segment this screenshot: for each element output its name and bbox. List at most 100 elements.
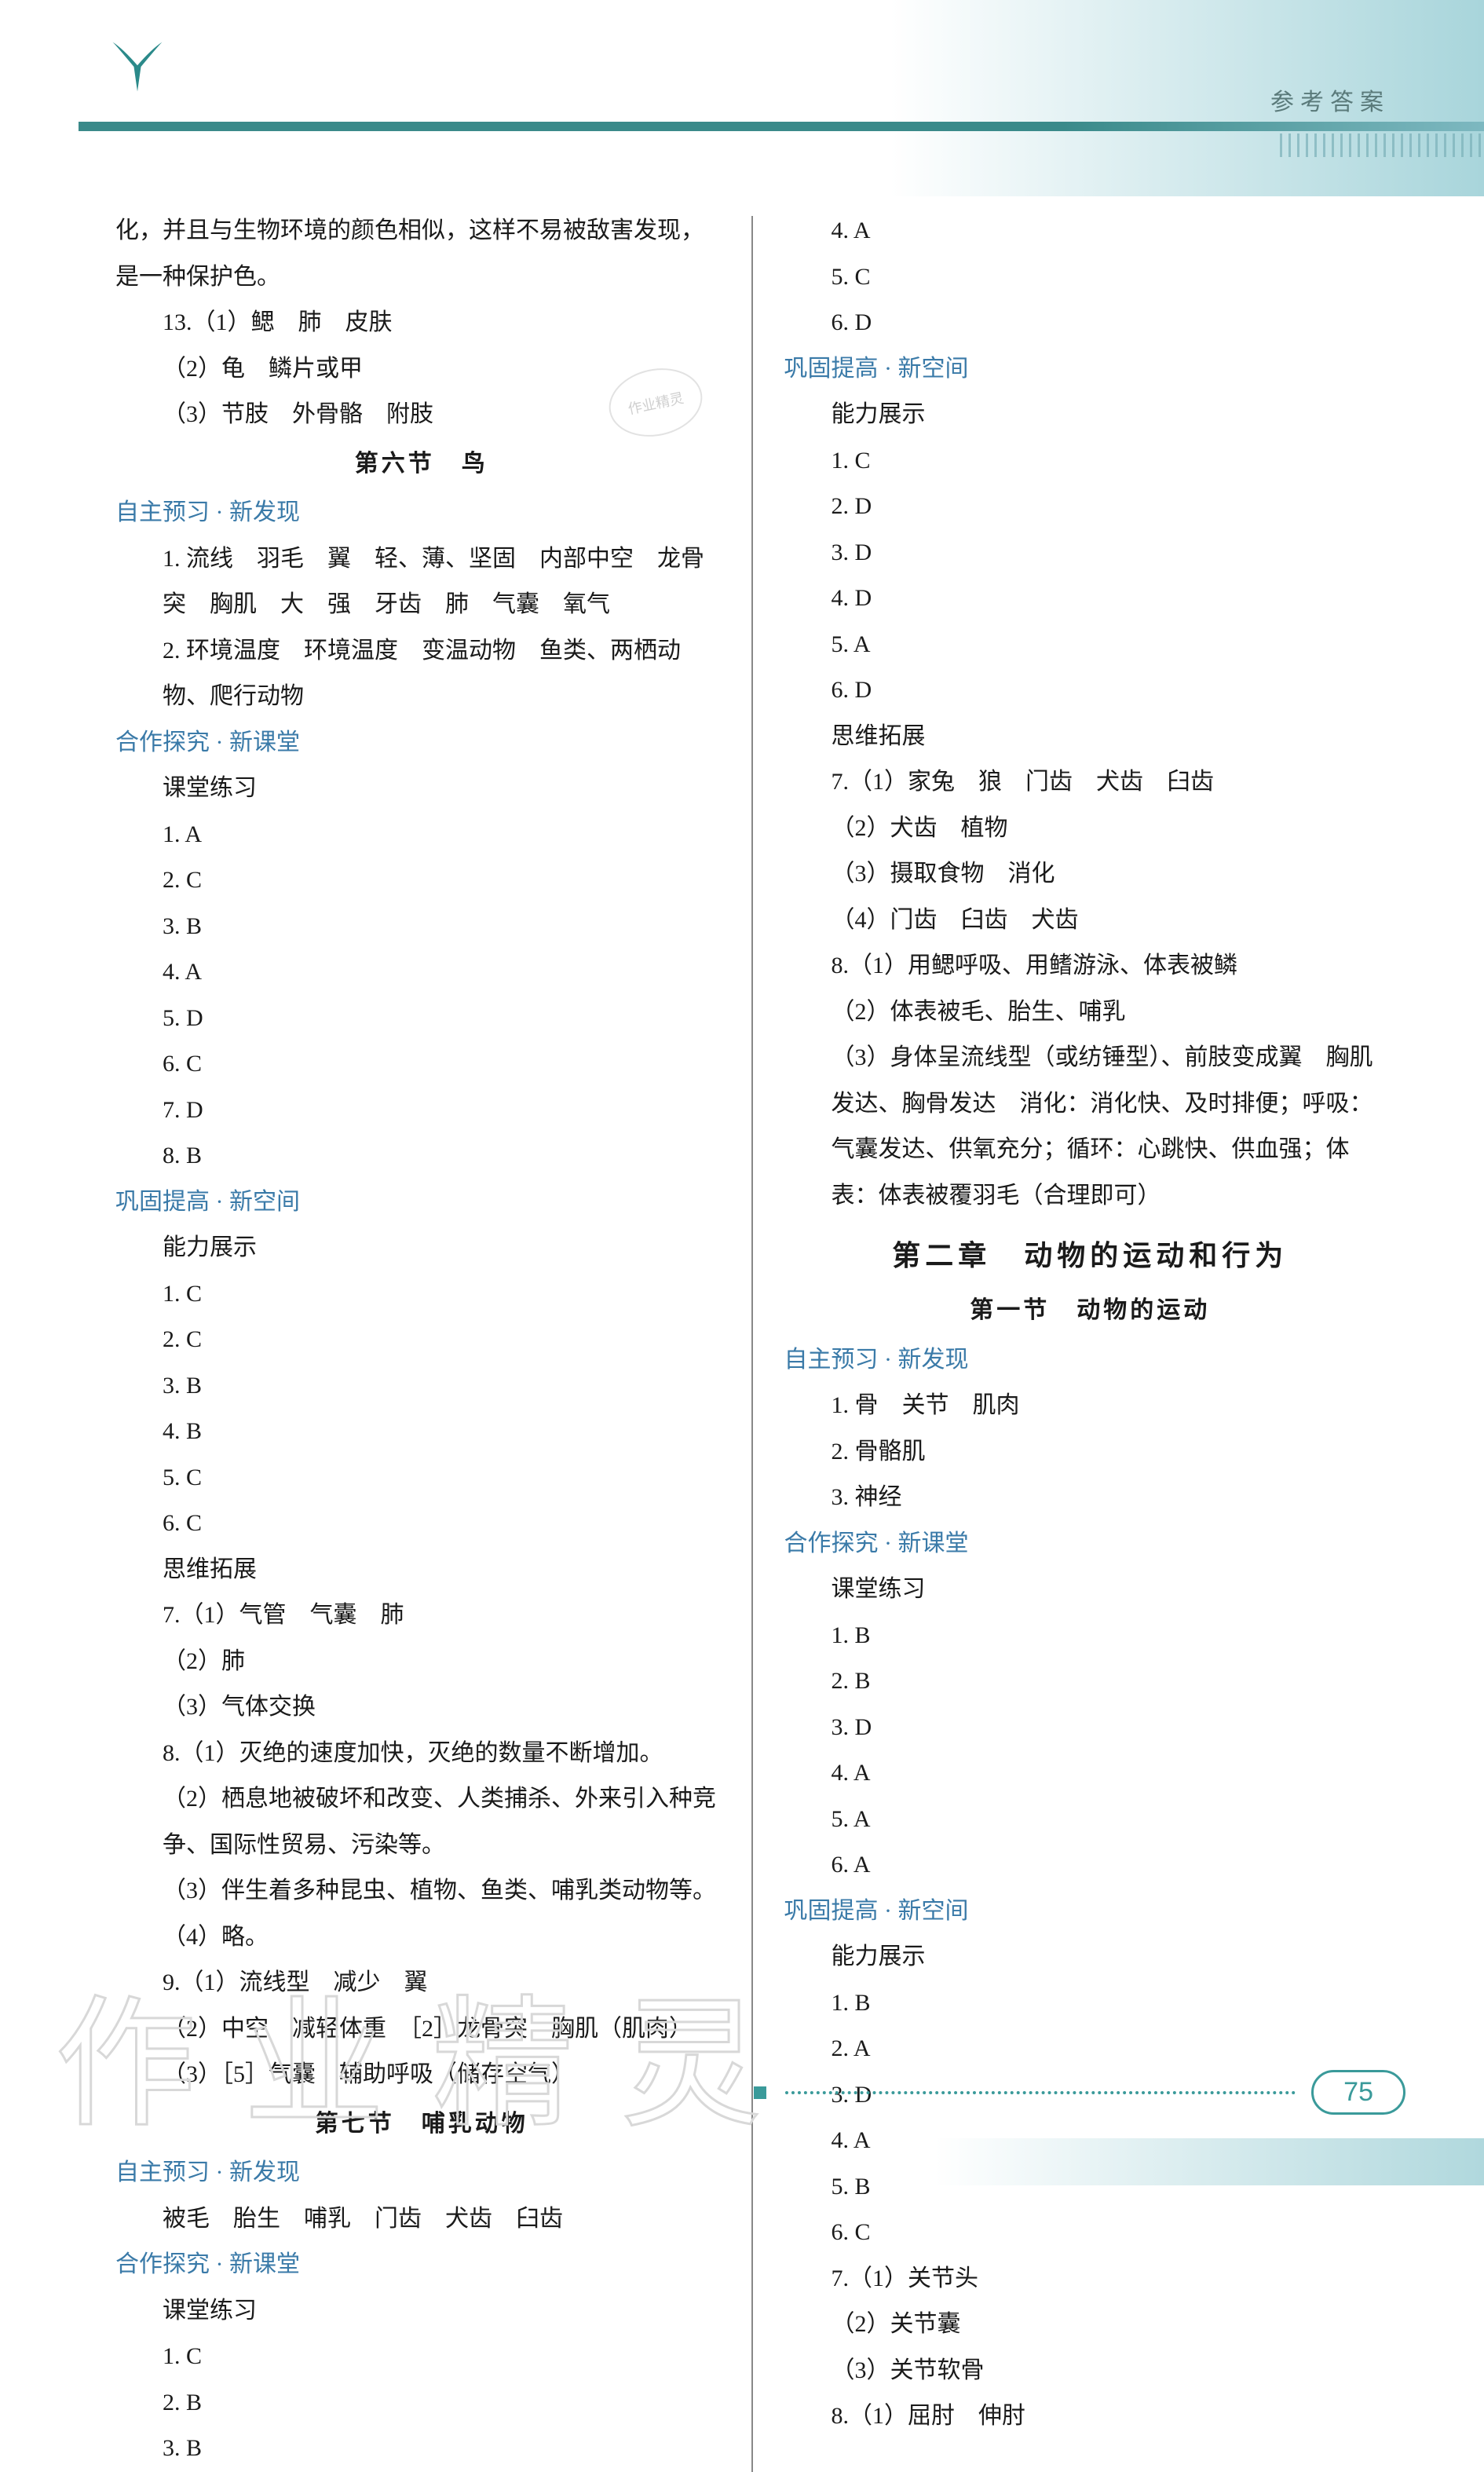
- right-column: 4. A 5. C 6. D 巩固提高 · 新空间 能力展示 1. C 2. D…: [753, 208, 1406, 2472]
- answer-line: 8.（1）屈肘 伸肘: [784, 2393, 1397, 2440]
- answer-line: 4. A: [784, 208, 1397, 254]
- answer-line: （3）［5］气囊 辅助呼吸（储存空气）: [115, 2052, 728, 2098]
- sub-label: 课堂练习: [115, 766, 728, 812]
- answer-line: 6. D: [784, 667, 1397, 714]
- answer-line: 7.（1）家兔 狼 门齿 犬齿 臼齿: [784, 759, 1397, 806]
- answer-line: 6. C: [115, 1501, 728, 1547]
- answer-line: 1. B: [784, 1980, 1397, 2027]
- header-gradient: [0, 0, 1484, 196]
- answer-line: 1. 骨 关节 肌肉: [784, 1383, 1397, 1429]
- answer-line: 3. 神经: [784, 1475, 1397, 1521]
- answer-line: 7.（1）关节头: [784, 2256, 1397, 2302]
- answer-line: 1. A: [115, 812, 728, 858]
- sub-label: 能力展示: [784, 392, 1397, 438]
- answer-line: （3）关节软骨: [784, 2348, 1397, 2394]
- content-columns: 化，并且与生物环境的颜色相似，这样不易被敌害发现，是一种保护色。 13.（1）鳃…: [106, 208, 1405, 2472]
- answer-line: （2）肺: [115, 1639, 728, 1685]
- answer-line: （2）关节囊: [784, 2302, 1397, 2348]
- answer-line: 4. B: [115, 1409, 728, 1455]
- answer-line: 3. B: [115, 2426, 728, 2472]
- answer-line: 8.（1）灭绝的速度加快，灭绝的数量不断增加。: [115, 1731, 728, 1777]
- header-title: 参考答案: [1270, 82, 1390, 117]
- subsection-heading: 自主预习 · 新发现: [784, 1337, 1397, 1384]
- sub-label: 思维拓展: [784, 714, 1397, 760]
- page-number: 75: [1311, 2070, 1405, 2115]
- answer-line: 2. 骨骼肌: [784, 1429, 1397, 1476]
- subsection-heading: 自主预习 · 新发现: [115, 490, 728, 536]
- answer-line: 6. C: [784, 2210, 1397, 2256]
- answer-line: 6. A: [784, 1842, 1397, 1889]
- answer-line: 13.（1）鳃 肺 皮肤: [115, 300, 728, 346]
- section-title: 第一节 动物的运动: [784, 1288, 1397, 1334]
- answer-line: 5. C: [784, 254, 1397, 301]
- answer-line: （2）中空 减轻体重 ［2］龙骨突 胸肌（肌肉）: [115, 2006, 728, 2053]
- sub-label: 课堂练习: [115, 2288, 728, 2335]
- subsection-heading: 巩固提高 · 新空间: [784, 1889, 1397, 1935]
- sub-label: 思维拓展: [115, 1547, 728, 1593]
- answer-line: 5. A: [784, 622, 1397, 668]
- answer-line: 1. C: [115, 1271, 728, 1318]
- subsection-heading: 自主预习 · 新发现: [115, 2150, 728, 2196]
- answer-line: 1. 流线 羽毛 翼 轻、薄、坚固 内部中空 龙骨突 胸肌 大 强 牙齿 肺 气…: [115, 536, 728, 628]
- answer-line: 2. A: [784, 2026, 1397, 2072]
- answer-line: 8. B: [115, 1133, 728, 1179]
- body-text: 化，并且与生物环境的颜色相似，这样不易被敌害发现，是一种保护色。: [115, 208, 728, 300]
- answer-line: （3）伴生着多种昆虫、植物、鱼类、哺乳类动物等。: [115, 1868, 728, 1914]
- answer-line: 1. B: [784, 1613, 1397, 1659]
- answer-line: 5. A: [784, 1797, 1397, 1843]
- section-title: 第六节 鸟: [115, 441, 728, 488]
- answer-line: （3）身体呈流线型（或纺锤型）、前肢变成翼 胸肌发达、胸骨发达 消化：消化快、及…: [784, 1035, 1397, 1219]
- answer-line: 2. 环境温度 环境温度 变温动物 鱼类、两栖动物、爬行动物: [115, 628, 728, 720]
- answer-line: 2. C: [115, 1317, 728, 1363]
- subsection-heading: 合作探究 · 新课堂: [784, 1521, 1397, 1567]
- answer-line: 3. D: [784, 530, 1397, 576]
- subsection-heading: 合作探究 · 新课堂: [115, 720, 728, 766]
- answer-line: 5. D: [115, 996, 728, 1042]
- answer-line: （4）门齿 臼齿 犬齿: [784, 898, 1397, 944]
- answer-line: （3）摄取食物 消化: [784, 851, 1397, 898]
- answer-line: 4. A: [784, 2118, 1397, 2164]
- sub-label: 能力展示: [784, 1934, 1397, 1980]
- answer-line: 4. A: [784, 1750, 1397, 1797]
- answer-line: 5. B: [784, 2164, 1397, 2211]
- answer-line: 3. D: [784, 1705, 1397, 1751]
- footer-marker-icon: [754, 2086, 766, 2099]
- answer-line: 5. C: [115, 1455, 728, 1501]
- answer-line: 1. C: [115, 2334, 728, 2380]
- subsection-heading: 合作探究 · 新课堂: [115, 2242, 728, 2288]
- answer-line: 1. C: [784, 438, 1397, 485]
- answer-line: （2）龟 鳞片或甲: [115, 346, 728, 393]
- answer-line: （2）犬齿 植物: [784, 806, 1397, 852]
- answer-line: （2）体表被毛、胎生、哺乳: [784, 989, 1397, 1036]
- header-rule: [79, 122, 1484, 131]
- answer-line: 2. B: [784, 1658, 1397, 1705]
- header-ticks: [1280, 133, 1484, 157]
- sub-label: 能力展示: [115, 1225, 728, 1271]
- answer-line: 3. B: [115, 904, 728, 950]
- answer-line: 6. C: [115, 1041, 728, 1088]
- ginkgo-logo-icon: [102, 31, 173, 102]
- answer-line: 2. D: [784, 484, 1397, 530]
- answer-line: 2. C: [115, 858, 728, 904]
- answer-line: 7. D: [115, 1088, 728, 1134]
- answer-line: 8.（1）用鳃呼吸、用鳍游泳、体表被鳞: [784, 943, 1397, 989]
- page-footer: 75: [754, 2070, 1405, 2115]
- left-column: 化，并且与生物环境的颜色相似，这样不易被敌害发现，是一种保护色。 13.（1）鳃…: [106, 208, 751, 2472]
- answer-line: （3）节肢 外骨骼 附肢: [115, 392, 728, 438]
- answer-line: 9.（1）流线型 减少 翼: [115, 1960, 728, 2006]
- section-title: 第七节 哺乳动物: [115, 2101, 728, 2148]
- chapter-title: 第二章 动物的运动和行为: [784, 1228, 1397, 1283]
- answer-line: （3）气体交换: [115, 1684, 728, 1731]
- answer-line: 4. D: [784, 576, 1397, 622]
- answer-line: 被毛 胎生 哺乳 门齿 犬齿 臼齿: [115, 2196, 728, 2243]
- answer-line: （4）略。: [115, 1914, 728, 1961]
- answer-line: 6. D: [784, 300, 1397, 346]
- answer-line: 4. A: [115, 949, 728, 996]
- footer-dots: [785, 2091, 1296, 2094]
- answer-line: 3. B: [115, 1363, 728, 1410]
- subsection-heading: 巩固提高 · 新空间: [784, 346, 1397, 393]
- answer-line: 2. B: [115, 2380, 728, 2426]
- answer-line: 7.（1）气管 气囊 肺: [115, 1593, 728, 1639]
- subsection-heading: 巩固提高 · 新空间: [115, 1179, 728, 1226]
- sub-label: 课堂练习: [784, 1567, 1397, 1613]
